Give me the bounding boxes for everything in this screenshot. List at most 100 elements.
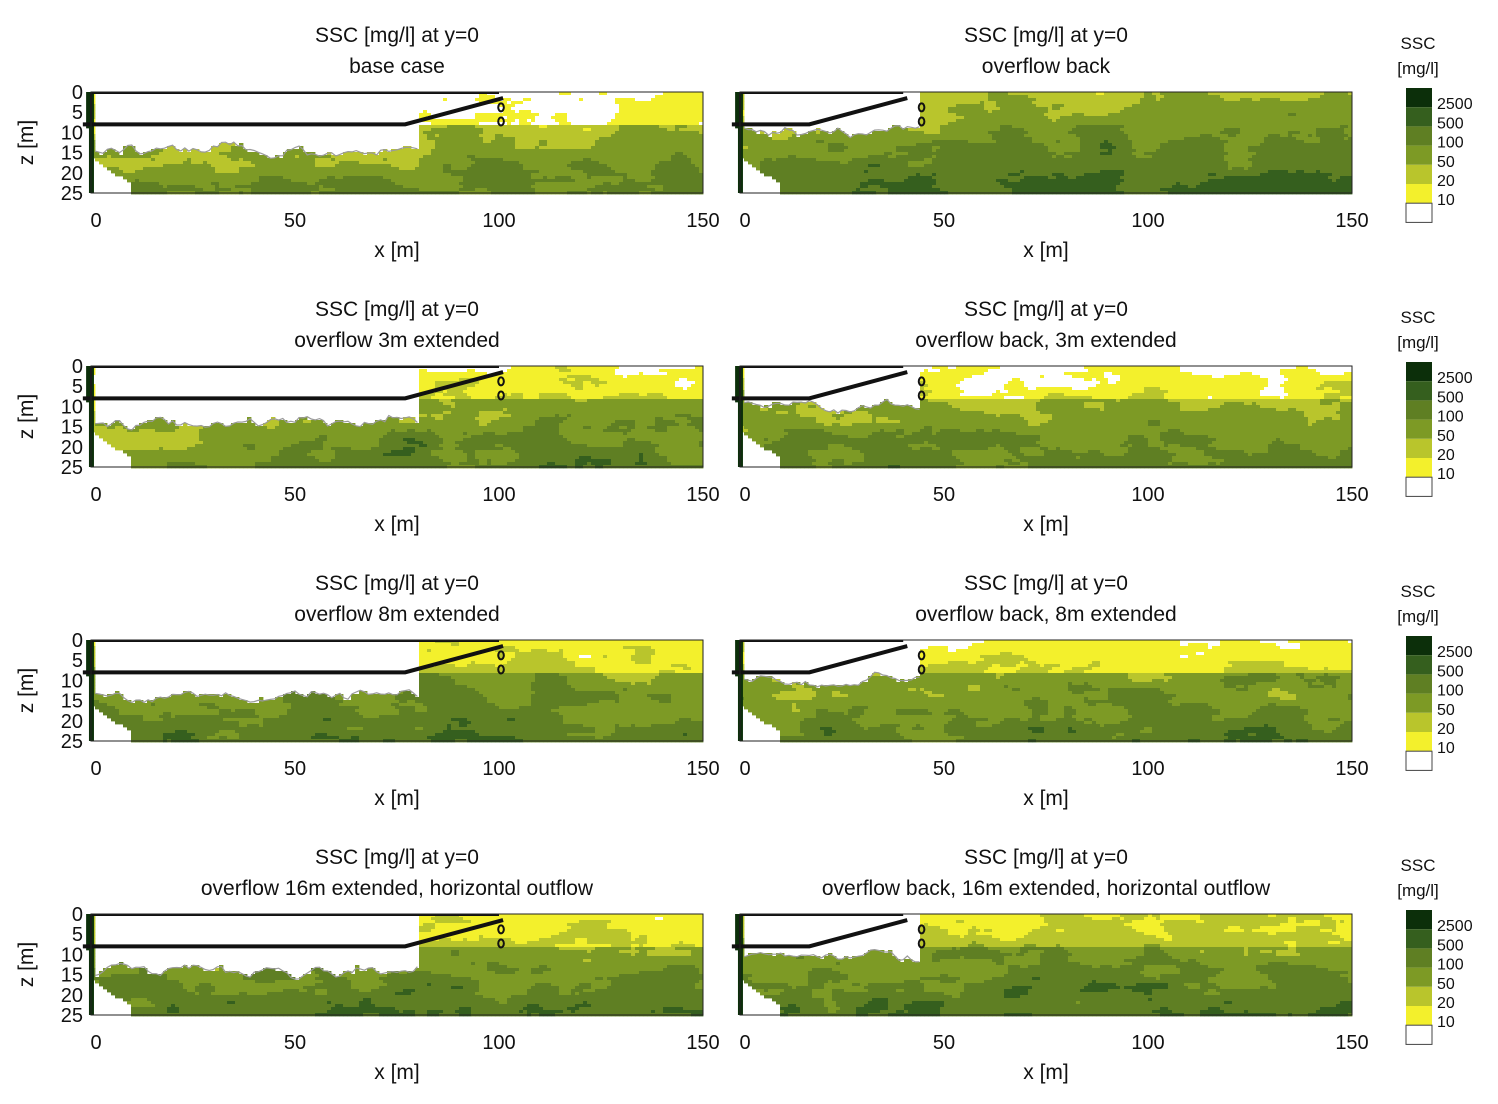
ssc-cell xyxy=(671,158,675,161)
ssc-cell xyxy=(315,167,319,170)
ssc-cell xyxy=(591,158,595,161)
ssc-cell xyxy=(387,161,391,164)
ssc-cell xyxy=(215,152,219,155)
ssc-cell xyxy=(147,176,151,179)
ssc-cell xyxy=(531,173,535,176)
ssc-cell xyxy=(655,92,659,95)
ssc-cell xyxy=(467,170,471,173)
ssc-cell xyxy=(471,167,475,170)
ssc-cell xyxy=(155,173,159,176)
ssc-cell xyxy=(179,164,183,167)
ssc-cell xyxy=(407,170,411,173)
ssc-cell xyxy=(936,158,940,161)
ssc-cell xyxy=(960,110,964,113)
ssc-cell xyxy=(611,143,615,146)
ssc-cell xyxy=(435,131,439,134)
ssc-cell xyxy=(559,155,563,158)
ssc-cell xyxy=(543,164,547,167)
ssc-cell xyxy=(535,101,539,104)
ssc-cell xyxy=(435,179,439,182)
ssc-cell xyxy=(595,137,599,140)
ssc-cell xyxy=(467,149,471,152)
ssc-cell xyxy=(583,146,587,149)
ssc-cell xyxy=(860,158,864,161)
ssc-cell xyxy=(611,134,615,137)
ssc-cell xyxy=(359,155,363,158)
ssc-cell xyxy=(511,122,515,125)
ssc-cell xyxy=(679,134,683,137)
ssc-cell xyxy=(375,164,379,167)
ssc-cell xyxy=(495,152,499,155)
ssc-cell xyxy=(167,170,171,173)
ssc-cell xyxy=(191,152,195,155)
ssc-cell xyxy=(447,146,451,149)
ssc-cell xyxy=(451,161,455,164)
ssc-cell xyxy=(936,152,940,155)
ssc-cell xyxy=(347,164,351,167)
ssc-cell xyxy=(547,185,551,188)
ssc-cell xyxy=(535,152,539,155)
ssc-cell xyxy=(948,140,952,143)
ssc-cell xyxy=(675,119,679,122)
ssc-cell xyxy=(647,167,651,170)
ssc-cell xyxy=(804,185,808,188)
ssc-cell xyxy=(171,167,175,170)
ssc-cell xyxy=(916,134,920,137)
ssc-cell xyxy=(375,173,379,176)
ssc-cell xyxy=(483,128,487,131)
ssc-cell xyxy=(884,170,888,173)
ssc-cell xyxy=(407,164,411,167)
ssc-cell xyxy=(832,161,836,164)
ssc-cell xyxy=(872,137,876,140)
ssc-cell xyxy=(563,122,567,125)
ssc-cell xyxy=(399,155,403,158)
ssc-cell xyxy=(575,92,579,95)
ssc-cell xyxy=(519,140,523,143)
ssc-cell xyxy=(619,98,623,101)
ssc-cell xyxy=(900,188,904,191)
ssc-cell xyxy=(932,95,936,98)
ssc-cell xyxy=(167,182,171,185)
ssc-cell xyxy=(780,182,784,185)
ssc-cell xyxy=(391,155,395,158)
ssc-cell xyxy=(904,188,908,191)
ssc-cell xyxy=(848,149,852,152)
ssc-cell xyxy=(355,176,359,179)
ssc-cell xyxy=(856,140,860,143)
ssc-cell xyxy=(587,98,591,101)
ssc-cell xyxy=(539,110,543,113)
ssc-cell xyxy=(543,170,547,173)
ssc-cell xyxy=(215,182,219,185)
ssc-cell xyxy=(960,131,964,134)
ssc-cell xyxy=(643,125,647,128)
ssc-cell xyxy=(836,155,840,158)
ssc-cell xyxy=(195,188,199,191)
ssc-cell xyxy=(515,113,519,116)
ssc-cell xyxy=(948,185,952,188)
ssc-cell xyxy=(932,188,936,191)
ssc-cell xyxy=(459,140,463,143)
ssc-cell xyxy=(627,161,631,164)
ssc-cell xyxy=(964,98,968,101)
ssc-cell xyxy=(407,188,411,191)
ssc-cell xyxy=(523,98,527,101)
ssc-cell xyxy=(127,170,131,173)
ssc-cell xyxy=(627,98,631,101)
ssc-cell xyxy=(575,173,579,176)
ssc-cell xyxy=(507,188,511,191)
ssc-cell xyxy=(343,164,347,167)
ssc-cell xyxy=(383,152,387,155)
ssc-cell xyxy=(687,122,691,125)
ssc-cell xyxy=(223,149,227,152)
ssc-cell xyxy=(808,143,812,146)
ssc-cell xyxy=(451,122,455,125)
ssc-cell xyxy=(627,185,631,188)
ssc-cell xyxy=(764,167,768,170)
ssc-cell xyxy=(836,134,840,137)
ssc-cell xyxy=(944,134,948,137)
ssc-cell xyxy=(419,104,423,107)
ssc-cell xyxy=(964,116,968,119)
ssc-cell xyxy=(948,164,952,167)
ssc-cell xyxy=(976,116,980,119)
ssc-cell xyxy=(227,152,231,155)
